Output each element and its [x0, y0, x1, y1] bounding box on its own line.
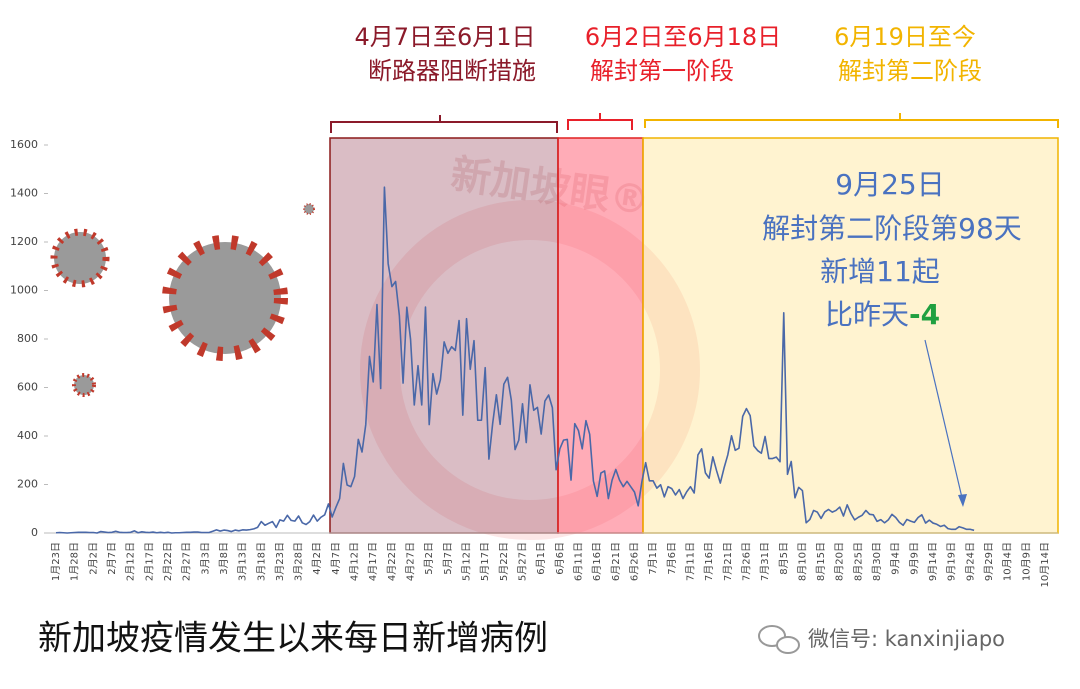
note-phase-day: 解封第二阶段第98天 [762, 212, 1022, 245]
x-tick-label: 3月8日 [218, 542, 230, 575]
x-tick-label: 9月24日 [964, 542, 976, 581]
x-tick-label: 4月17日 [367, 542, 379, 581]
y-tick-label: 0 [31, 526, 38, 539]
wechat-icon [758, 625, 800, 654]
x-tick-label: 5月7日 [442, 542, 454, 575]
note-change: -4 [909, 298, 940, 331]
phase-dates: 6月2日至6月18日 [585, 23, 781, 51]
x-tick-label: 8月30日 [871, 542, 883, 581]
phase-label: 解封第二阶段 [838, 57, 982, 85]
x-tick-label: 3月28日 [293, 542, 305, 581]
x-tick-label: 8月15日 [815, 542, 827, 581]
data-line [55, 186, 975, 534]
y-tick-label: 1400 [10, 187, 38, 200]
x-tick-label: 5月27日 [517, 542, 529, 581]
x-tick-label: 4月2日 [311, 542, 323, 575]
note-arrowhead [958, 494, 967, 507]
x-tick-label: 9月29日 [983, 542, 995, 581]
x-tick-label: 6月21日 [610, 542, 622, 581]
x-tick-label: 7月11日 [684, 542, 696, 581]
phase-box [329, 137, 559, 534]
note-date: 9月25日 [835, 168, 944, 201]
x-tick-label: 7月31日 [759, 542, 771, 581]
x-tick-label: 1月23日 [50, 542, 62, 581]
phase-label: 解封第一阶段 [590, 57, 734, 85]
y-tick-label: 600 [17, 381, 38, 394]
wechat-id: 微信号: kanxinjiapo [808, 627, 1005, 651]
x-tick-label: 4月22日 [386, 542, 398, 581]
bracket [644, 113, 1059, 128]
x-tick-label: 8月25日 [852, 542, 864, 581]
x-tick-label: 9月4日 [890, 542, 902, 575]
y-tick-label: 1600 [10, 138, 38, 151]
x-tick-label: 4月7日 [330, 542, 342, 575]
x-tick-label: 7月26日 [740, 542, 752, 581]
bracket [567, 113, 633, 130]
note-arrow [924, 339, 964, 503]
x-tick-label: 2月27日 [181, 542, 193, 581]
x-tick-label: 4月12日 [349, 542, 361, 581]
x-tick-label: 6月1日 [535, 542, 547, 575]
x-tick-label: 10月14日 [1039, 542, 1051, 587]
x-tick-label: 9月14日 [927, 542, 939, 581]
x-tick-label: 2月17日 [143, 542, 155, 581]
x-tick-label: 6月26日 [628, 542, 640, 581]
x-tick-label: 2月12日 [125, 542, 137, 581]
x-tick-label: 5月22日 [498, 542, 510, 581]
bracket [330, 115, 558, 133]
x-tick-label: 8月10日 [796, 542, 808, 581]
phase-dates: 4月7日至6月1日 [354, 23, 535, 51]
x-tick-label: 5月2日 [423, 542, 435, 575]
x-tick-label: 3月13日 [237, 542, 249, 581]
y-tick-label: 1000 [10, 284, 38, 297]
x-tick-label: 9月19日 [946, 542, 958, 581]
phase-dates: 6月19日至今 [834, 23, 976, 51]
x-tick-label: 2月2日 [87, 542, 99, 575]
phase-box [642, 137, 1059, 534]
y-tick-label: 1200 [10, 235, 38, 248]
x-tick-label: 5月12日 [461, 542, 473, 581]
y-tick-label: 400 [17, 429, 38, 442]
x-tick-label: 7月1日 [647, 542, 659, 575]
x-tick-label: 10月4日 [1002, 542, 1014, 581]
x-tick-label: 4月27日 [405, 542, 417, 581]
x-tick-label: 8月20日 [834, 542, 846, 581]
x-tick-label: 3月23日 [274, 542, 286, 581]
note-compare: 比昨天-4 [825, 298, 940, 331]
x-tick-label: 7月21日 [722, 542, 734, 581]
x-tick-label: 7月6日 [666, 542, 678, 575]
x-tick-label: 9月9日 [908, 542, 920, 575]
x-tick-label: 6月16日 [591, 542, 603, 581]
virus-illustration [50, 203, 315, 397]
x-tick-label: 10月9日 [1020, 542, 1032, 581]
y-tick-label: 800 [17, 332, 38, 345]
note-compare-text: 比昨天 [825, 298, 909, 331]
x-tick-label: 3月18日 [255, 542, 267, 581]
y-tick-label: 200 [17, 478, 38, 491]
x-tick-label: 6月6日 [554, 542, 566, 575]
phase-label: 断路器阻断措施 [368, 57, 536, 85]
x-tick-label: 7月16日 [703, 542, 715, 581]
chart-title: 新加坡疫情发生以来每日新增病例 [38, 619, 548, 659]
x-tick-label: 2月22日 [162, 542, 174, 581]
x-tick-label: 5月17日 [479, 542, 491, 581]
note-new-cases: 新增11起 [820, 255, 940, 288]
x-tick-label: 2月7日 [106, 542, 118, 575]
x-tick-label: 8月5日 [778, 542, 790, 575]
x-tick-label: 6月11日 [572, 542, 584, 581]
x-tick-label: 1月28日 [69, 542, 81, 581]
x-tick-label: 3月3日 [199, 542, 211, 575]
